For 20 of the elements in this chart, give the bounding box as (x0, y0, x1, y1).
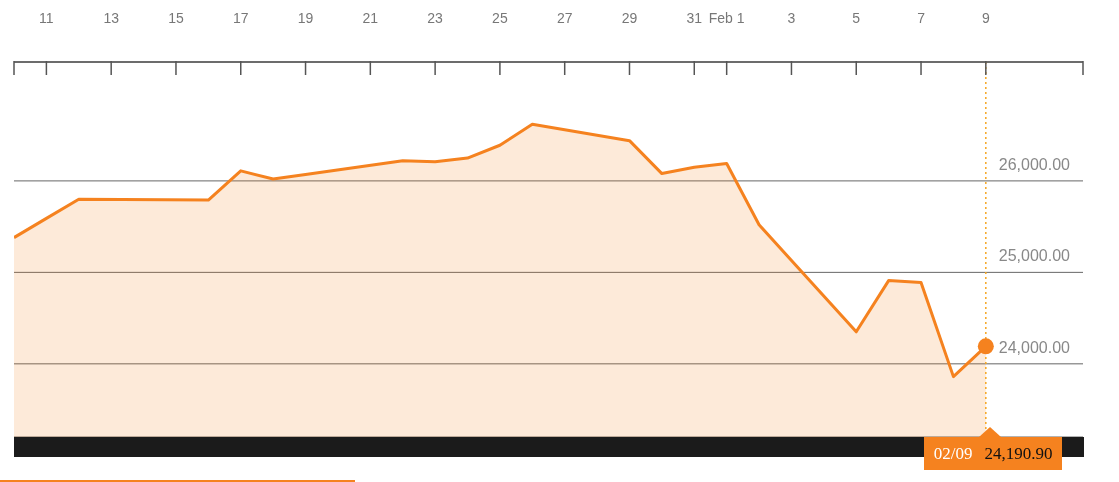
x-tick-label: 29 (621, 10, 638, 26)
x-tick-label: 9 (981, 10, 990, 26)
x-tick-label: 27 (556, 10, 573, 26)
x-tick-label: 5 (852, 10, 861, 26)
x-tick-label: 21 (362, 10, 379, 26)
x-tick-label: 13 (103, 10, 120, 26)
x-tick-label: 3 (787, 10, 796, 26)
y-tick-label: 24,000.00 (998, 338, 1071, 356)
x-tick-label: 17 (232, 10, 249, 26)
y-tick-label: 25,000.00 (998, 247, 1071, 265)
text: 02/09 24,190.90 (933, 443, 1053, 464)
x-tick-label: Feb 1 (708, 10, 745, 26)
x-tick-label: 23 (427, 10, 444, 26)
x-tick-label: 7 (917, 10, 926, 26)
x-tick-label: 11 (39, 10, 54, 26)
y-tick-label: 26,000.00 (998, 155, 1071, 173)
x-tick-label: 19 (297, 10, 314, 26)
x-tick-label: 25 (492, 10, 508, 26)
x-tick-label: 15 (168, 10, 184, 26)
x-tick-label: 31 (686, 10, 703, 26)
